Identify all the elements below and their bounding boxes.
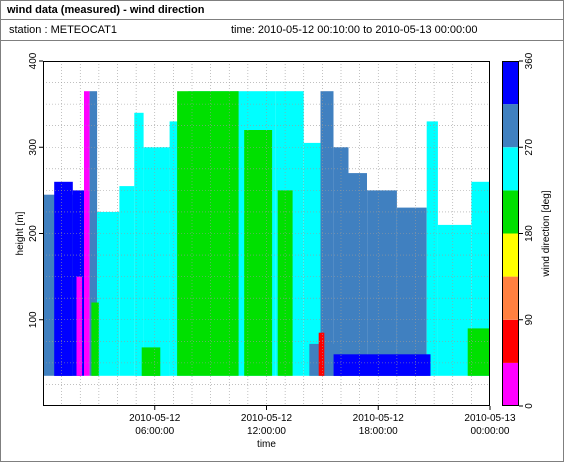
info-bar: station : METEOCAT1 time: 2010-05-12 00:… [1,21,563,41]
plot-border [43,61,490,406]
chart-title: wind data (measured) - wind direction [1,1,563,20]
colorbar-bin [502,233,519,277]
grid-lines [43,61,490,406]
heatmap-cell [143,147,170,376]
x-tick-label-date: 2010-05-12 [353,413,405,424]
heatmap-cell [303,142,321,376]
x-tick-label-date: 2010-05-12 [129,413,181,424]
colorbar [502,61,519,406]
x-axis-ticks: 2010-05-12 06:00:00 2010-05-12 12:00:00 2010… [129,406,516,437]
heatmap-cell [134,112,144,376]
heatmap-cell [76,276,83,376]
x-tick-label-date: 2010-05-13 [464,413,516,424]
heatmap-cell [54,181,73,376]
y-axis-ticks: 100 200 300 400 [28,52,43,328]
y-tick-label: 300 [28,138,39,155]
colorbar-tick-label: 180 [524,225,535,242]
colorbar-bin [502,147,519,191]
colorbar-border [502,61,519,406]
heatmap-cell [141,347,161,376]
heatmap-cell [89,91,98,376]
heatmap-cell [91,302,99,376]
y-tick-label: 200 [28,225,39,242]
heatmap-cell [119,186,135,376]
heatmap-cell [318,332,325,376]
colorbar-bin [502,190,519,234]
heatmap-cell [426,121,438,376]
x-tick-label-time: 18:00:00 [359,426,398,437]
time-range-label: time: 2010-05-12 00:10:00 to 2010-05-13 … [231,24,478,36]
heatmap-cell [471,181,490,376]
heatmap-cell [437,224,472,376]
y-axis-label: height [m] [15,211,26,255]
y-tick-label: 400 [28,52,39,69]
colorbar-tick-label: 270 [524,138,535,155]
x-axis-label: time [257,439,276,450]
heatmap-cell [467,328,490,376]
colorbar-bin [502,362,519,406]
colorbar-tick-label: 360 [524,52,535,69]
heatmap-cell [84,91,90,376]
heatmap-cell [333,147,349,376]
colorbar-bin [502,276,519,320]
colorbar-bin [502,319,519,363]
colorbar-bin [502,104,519,148]
heatmap-cell [396,207,427,376]
colorbar-label: wind direction [deg] [541,190,552,277]
x-tick-label-time: 06:00:00 [135,426,174,437]
heatmap-cell [244,130,273,376]
station-label: station : METEOCAT1 [9,24,117,36]
colorbar-bin [502,61,519,105]
heatmap-cell [348,173,367,376]
colorbar-tick-label: 0 [524,403,535,409]
x-tick-label-date: 2010-05-12 [241,413,293,424]
heatmap-cell [97,211,120,376]
x-tick-label-time: 00:00:00 [471,426,510,437]
heatmap-cell [367,190,397,376]
y-tick-label: 100 [28,311,39,328]
colorbar-ticks: 0 90 180 270 360 [519,52,535,409]
heatmap-cell [333,354,431,376]
heatmap-cell [320,91,334,376]
x-tick-label-time: 12:00:00 [247,426,286,437]
colorbar-tick-label: 90 [524,314,535,326]
